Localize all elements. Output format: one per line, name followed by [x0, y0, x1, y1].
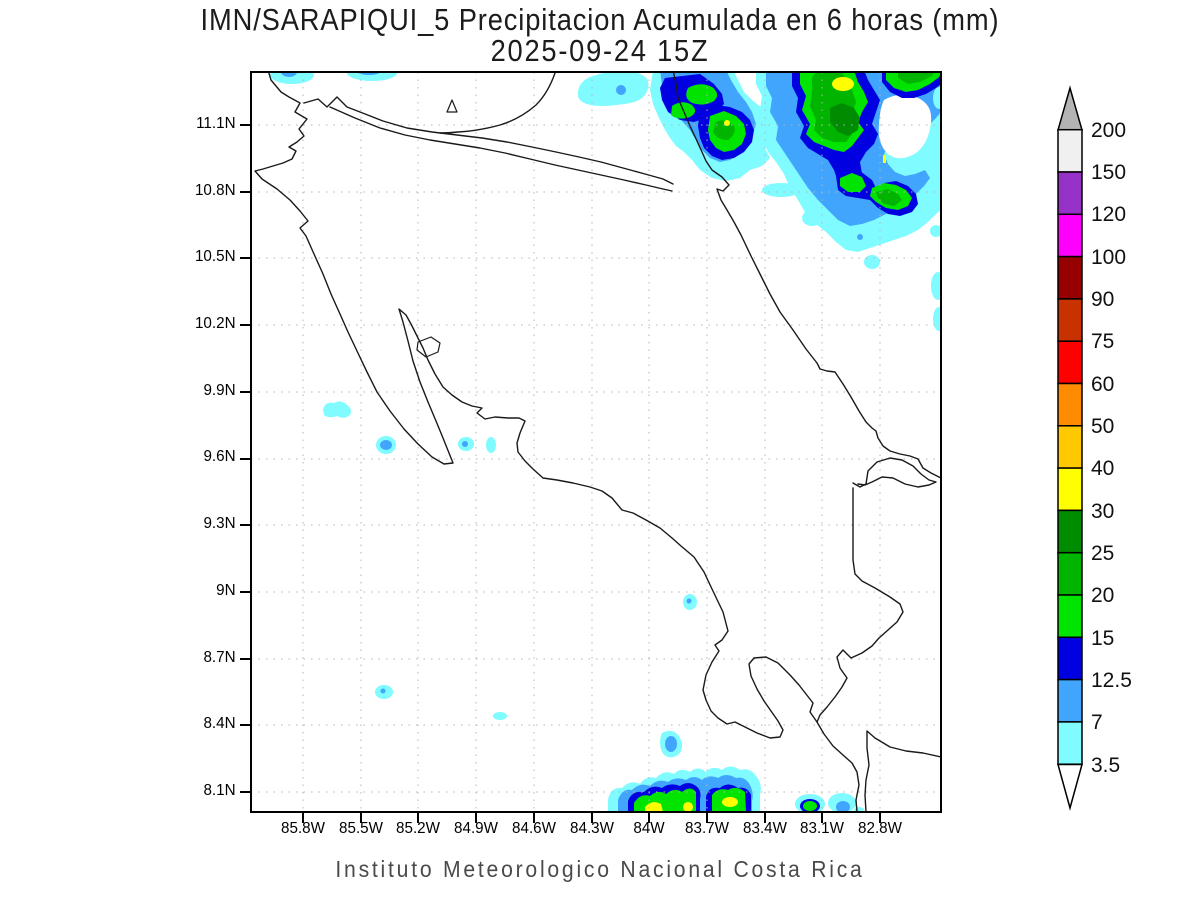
colorbar-segment — [1057, 551, 1083, 596]
colorbar-segment — [1057, 213, 1083, 258]
inland-lake-contour — [416, 336, 441, 358]
lon-tick-label: 84W — [633, 820, 665, 837]
island-triangle — [446, 99, 458, 113]
colorbar-label: 100 — [1091, 246, 1126, 269]
colorbar-segment — [1057, 340, 1083, 385]
punta-burica-coast — [864, 730, 941, 812]
colorbar-label: 30 — [1091, 500, 1114, 523]
colorbar-overflow-arrow — [1057, 85, 1083, 131]
lake-nicaragua-shore — [439, 72, 557, 134]
colorbar-label: 12.5 — [1091, 669, 1132, 692]
lon-tick-label: 83.7W — [685, 820, 729, 837]
lon-tick-label: 84.6W — [512, 820, 556, 837]
colorbar-label: 40 — [1091, 457, 1114, 480]
colorbar-segment — [1057, 425, 1083, 469]
colorbar-label: 3.5 — [1091, 754, 1120, 777]
colorbar-segment — [1057, 678, 1083, 723]
colorbar-label: 75 — [1091, 330, 1114, 353]
lat-tick-label: 9.3N — [203, 515, 236, 532]
lon-tick-label: 84.9W — [454, 820, 498, 837]
page-title: IMN/SARAPIQUI_5 Precipitacion Acumulada … — [200, 2, 1000, 37]
colorbar-segment — [1057, 298, 1083, 342]
colorbar-label: 90 — [1091, 288, 1114, 311]
colorbar-label: 15 — [1091, 627, 1114, 650]
colorbar-label: 150 — [1091, 161, 1126, 184]
pacific-coastline — [254, 72, 818, 739]
lon-tick-label: 82.8W — [858, 820, 902, 837]
colorbar-segment — [1057, 382, 1083, 427]
lat-tick-label: 9N — [216, 582, 236, 599]
coastline-layer — [254, 72, 941, 812]
lon-tick-label: 85.5W — [339, 820, 383, 837]
lon-tick-label: 83.1W — [800, 820, 844, 837]
precipitation-overlay — [270, 72, 941, 812]
colorbar-segment — [1057, 255, 1083, 300]
colorbar-label: 50 — [1091, 415, 1114, 438]
lat-tick-label: 8.1N — [203, 782, 236, 799]
precip-cluster-sanjuan — [577, 72, 773, 181]
colorbar-segment — [1057, 171, 1083, 216]
caribbean-coastline — [672, 72, 941, 479]
lat-tick-label: 8.4N — [203, 715, 236, 732]
colorbar: 3.5 7 12.5 15 20 25 30 40 50 60 75 90 10… — [1057, 85, 1132, 811]
axis-tick-marks — [240, 124, 881, 823]
nicaragua-border-line — [303, 96, 674, 185]
plot-border — [250, 71, 942, 813]
colorbar-label: 120 — [1091, 203, 1126, 226]
lon-tick-label: 84.3W — [570, 820, 614, 837]
colorbar-label: 200 — [1091, 119, 1126, 142]
colorbar-label: 60 — [1091, 373, 1114, 396]
colorbar-segment — [1057, 128, 1083, 173]
lat-tick-label: 10.2N — [194, 315, 236, 332]
colorbar-label: 20 — [1091, 584, 1114, 607]
almirante-bay-coast — [852, 457, 937, 488]
lat-tick-label: 8.7N — [203, 649, 236, 666]
lon-tick-label: 83.4W — [743, 820, 787, 837]
lon-tick-label: 85.8W — [281, 820, 325, 837]
colorbar-underflow-arrow — [1057, 763, 1083, 811]
lat-tick-label: 10.5N — [194, 248, 236, 265]
graticule — [251, 72, 941, 812]
panama-border — [816, 487, 904, 812]
colorbar-segment — [1057, 467, 1083, 512]
footer-attribution: Instituto Meteorologico Nacional Costa R… — [335, 856, 865, 882]
lon-tick-label: 85.2W — [396, 820, 440, 837]
colorbar-label: 7 — [1091, 711, 1103, 734]
precip-cluster-south-pacific — [608, 730, 864, 812]
precip-cell-north-border — [270, 72, 397, 84]
san-juan-river-line — [329, 106, 673, 192]
lat-tick-label: 10.8N — [194, 182, 236, 199]
colorbar-segment — [1057, 636, 1083, 681]
colorbar-segment — [1057, 594, 1083, 639]
colorbar-segment — [1057, 509, 1083, 554]
lat-tick-label: 9.6N — [203, 448, 236, 465]
lat-tick-label: 9.9N — [203, 382, 236, 399]
colorbar-segment — [1057, 721, 1083, 765]
precip-cluster-caribbean — [756, 72, 941, 331]
precip-scattered-cells — [323, 401, 697, 720]
colorbar-label: 25 — [1091, 542, 1114, 565]
page-subtitle-date: 2025-09-24 15Z — [490, 33, 710, 68]
lat-tick-label: 11.1N — [196, 115, 236, 132]
